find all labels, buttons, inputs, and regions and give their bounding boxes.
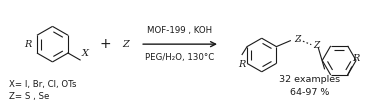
Text: Z: Z [294, 35, 301, 44]
Text: +: + [99, 37, 111, 51]
Text: MOF-199 , KOH: MOF-199 , KOH [147, 26, 212, 35]
Text: R: R [353, 54, 360, 63]
Text: 64-97 %: 64-97 % [290, 88, 329, 97]
Text: Z: Z [313, 41, 319, 50]
Text: PEG/H₂O, 130°C: PEG/H₂O, 130°C [146, 54, 215, 62]
Text: R: R [24, 40, 32, 49]
Text: X= I, Br, Cl, OTs: X= I, Br, Cl, OTs [9, 80, 76, 89]
Text: 32 examples: 32 examples [279, 75, 340, 84]
Text: X: X [82, 49, 89, 58]
Text: R: R [239, 60, 246, 69]
Text: Z: Z [122, 40, 129, 49]
Text: Z= S , Se: Z= S , Se [9, 92, 49, 101]
